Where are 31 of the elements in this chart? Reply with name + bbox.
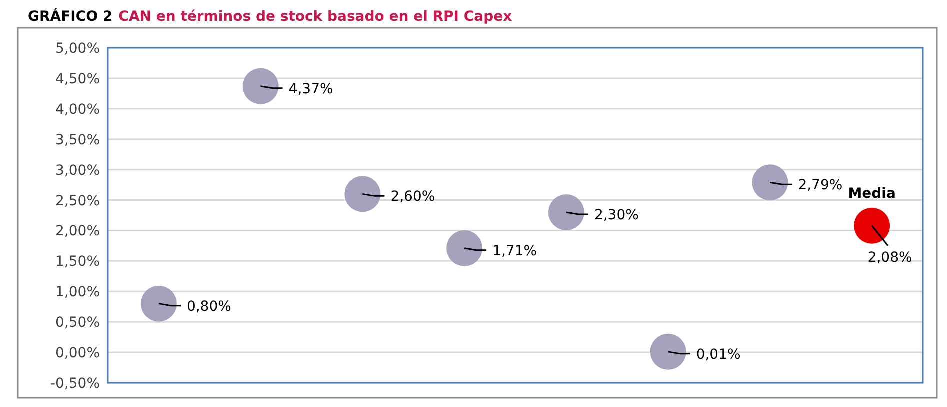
data-label: 0,01% <box>696 346 741 363</box>
data-label: 2,30% <box>594 207 639 224</box>
data-label: 2,79% <box>798 178 843 194</box>
data-label: 0,80% <box>186 298 232 315</box>
point <box>548 194 584 230</box>
point <box>344 176 381 212</box>
y-tick-label: 5,00% <box>56 41 100 57</box>
data-label: 2,60% <box>390 189 436 206</box>
data-label: 1,71% <box>492 243 538 260</box>
y-tick-label: 2,50% <box>56 193 100 210</box>
point <box>752 164 788 201</box>
y-tick-label: 0,00% <box>56 346 100 362</box>
y-tick-label: 2,00% <box>56 224 100 240</box>
y-tick-label: 4,50% <box>56 71 100 88</box>
series-label: Media <box>848 186 896 202</box>
data-label: 4,37% <box>288 81 334 98</box>
y-tick-label: -0,50% <box>50 376 100 392</box>
point <box>140 286 177 322</box>
point <box>650 334 686 370</box>
y-tick-label: 0,50% <box>56 315 100 332</box>
y-tick-label: 1,00% <box>56 284 100 301</box>
chart-subtitle: CAN en términos de stock basado en el RPI Capex <box>118 9 512 25</box>
point <box>446 230 483 266</box>
y-tick-label: 4,00% <box>56 102 100 118</box>
point <box>242 68 279 104</box>
y-tick-label: 3,00% <box>56 162 100 179</box>
data-label: 2,08% <box>868 250 912 266</box>
y-tick-label: 1,50% <box>56 254 100 270</box>
point <box>854 208 890 244</box>
chart-title: GRÁFICO 2 <box>28 8 113 25</box>
y-tick-label: 3,50% <box>56 132 100 148</box>
